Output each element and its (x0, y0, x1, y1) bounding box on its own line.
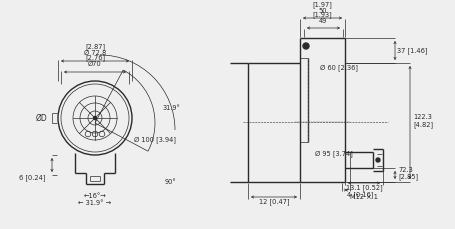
Text: 122.3: 122.3 (412, 114, 431, 120)
Circle shape (93, 117, 96, 120)
Text: [4.82]: [4.82] (412, 121, 432, 128)
Text: [2.76]: [2.76] (85, 55, 105, 61)
Text: 49: 49 (318, 18, 326, 24)
Text: Ø70: Ø70 (88, 61, 101, 67)
Text: M12 × 1: M12 × 1 (349, 194, 377, 200)
Text: Ø 95 [3.74]: Ø 95 [3.74] (314, 150, 352, 158)
Text: 12 [0.47]: 12 [0.47] (258, 199, 288, 205)
Text: Ø 100 [3.94]: Ø 100 [3.94] (134, 136, 176, 143)
Text: 90°: 90° (165, 180, 177, 185)
Text: ←16°→: ←16°→ (83, 193, 106, 199)
Text: [1.97]: [1.97] (312, 2, 332, 8)
Circle shape (375, 158, 379, 162)
Text: 13.1 [0.52]: 13.1 [0.52] (345, 185, 382, 191)
Text: ← 31.9° →: ← 31.9° → (78, 200, 111, 206)
Text: 72.3: 72.3 (397, 167, 412, 173)
Text: [2.87]: [2.87] (85, 44, 105, 50)
Text: ØD: ØD (36, 114, 48, 123)
Text: 4 [0.16]: 4 [0.16] (346, 192, 373, 198)
Text: [2.85]: [2.85] (397, 174, 417, 180)
Text: 50: 50 (318, 8, 326, 14)
Text: [1.93]: [1.93] (312, 12, 332, 18)
Text: Ø 72.8: Ø 72.8 (84, 50, 106, 56)
Text: Ø 60 [2.36]: Ø 60 [2.36] (319, 65, 357, 71)
Circle shape (302, 43, 308, 49)
Text: 37 [1.46]: 37 [1.46] (396, 47, 426, 54)
Text: 31.9°: 31.9° (162, 105, 181, 111)
Text: 6 [0.24]: 6 [0.24] (20, 175, 46, 181)
